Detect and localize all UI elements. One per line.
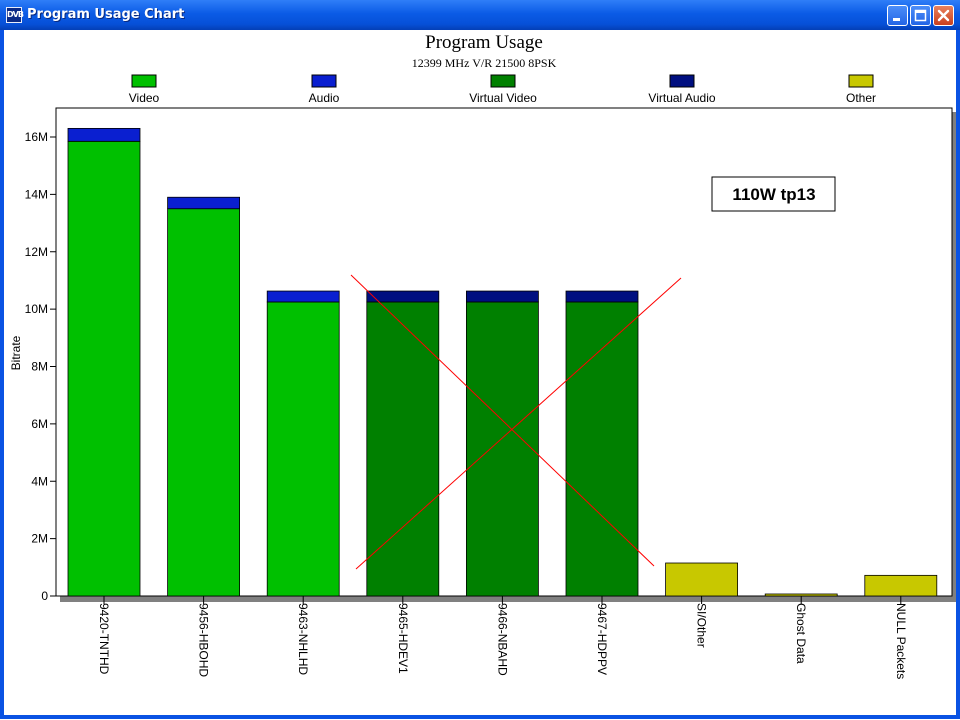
close-button[interactable] [933,5,954,26]
bar-segment [366,301,440,597]
bar-segment [864,574,938,597]
y-tick-label: 12M [25,245,48,259]
annotation-text: 110W tp13 [732,185,815,204]
legend-label: Virtual Audio [648,91,715,105]
y-tick-label: 14M [25,187,48,201]
bar-segment [167,208,241,597]
y-axis-label: Bitrate [9,335,23,370]
bar-segment [266,301,340,597]
y-tick-label: 2M [31,532,48,546]
x-tick-label: 9467-HDPPV [595,603,609,675]
bar-segment [266,290,340,303]
x-tick-label: NULL Packets [894,603,908,679]
chart-subtitle: 12399 MHz V/R 21500 8PSK [412,56,557,70]
bar-segment [565,290,639,303]
annotation-box: 110W tp13 [711,176,836,212]
cross-line-2 [355,277,682,570]
y-tick-label: 0 [41,589,48,603]
legend: Video Audio Virtual Video Virtual Audio Othe… [129,74,876,105]
x-tick-label: Ghost Data [794,603,808,664]
legend-swatch [131,74,157,88]
title-bar[interactable]: DVB Program Usage Chart [0,0,960,30]
y-tick-label: 10M [25,302,48,316]
bar-segment [565,301,639,597]
window-title: Program Usage Chart [27,7,185,22]
x-tick-label: 9420-TNTHD [97,603,111,675]
x-tick-label: 9456-HBOHD [197,603,211,677]
bar-segment [67,127,141,142]
cross-line-1 [350,274,655,567]
bar-segment [366,290,440,303]
chart-title: Program Usage [425,32,543,53]
chart-area: Program Usage 12399 MHz V/R 21500 8PSK V… [4,30,958,715]
maximize-button[interactable] [910,5,931,26]
close-icon [937,9,950,22]
minimize-button[interactable] [887,5,908,26]
legend-label: Other [846,91,876,105]
bars [67,127,938,597]
legend-label: Virtual Video [469,91,537,105]
bar-segment [764,593,838,597]
y-tick-label: 16M [25,130,48,144]
x-tick-label: SI/Other [695,603,709,648]
y-axis: 0 2M 4M 6M 8M 10M 12M 14M 16M [25,130,56,603]
y-tick-label: 8M [31,360,48,374]
bar-segment [465,290,539,303]
bar-segment [167,196,241,210]
x-axis: 9420-TNTHD 9456-HBOHD 9463-NHLHD 9465-HDEV1… [97,596,908,679]
bar-segment [67,140,141,597]
y-tick-label: 6M [31,417,48,431]
x-tick-label: 9466-NBAHD [495,603,509,676]
dvb-app-icon: DVB [6,7,24,23]
legend-swatch [311,74,337,88]
legend-swatch [490,74,516,88]
minimize-icon [893,18,900,21]
bar-segment [665,562,738,597]
program-usage-chart: Program Usage 12399 MHz V/R 21500 8PSK V… [9,32,958,679]
y-tick-label: 4M [31,474,48,488]
legend-swatch [669,74,695,88]
legend-label: Audio [309,91,340,105]
x-tick-label: 9463-NHLHD [296,603,310,675]
legend-label: Video [129,91,160,105]
maximize-icon [914,9,927,22]
bar-segment [465,301,539,597]
x-tick-label: 9465-HDEV1 [396,603,410,674]
legend-swatch [848,74,874,88]
